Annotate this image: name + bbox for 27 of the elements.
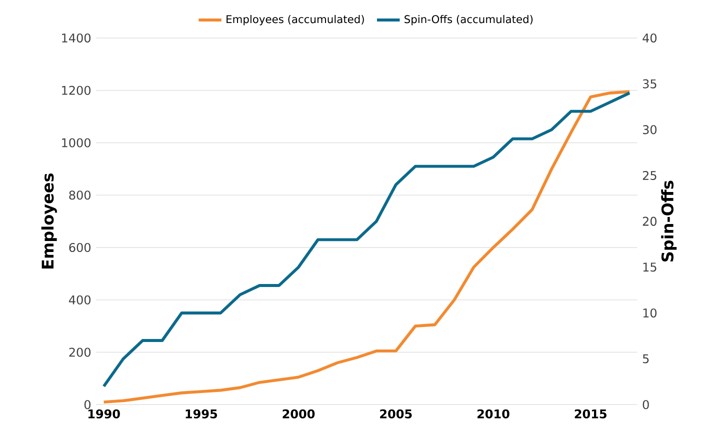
y-tick-label: 200 bbox=[69, 348, 90, 357]
x-tick-label: 2000 bbox=[282, 409, 315, 418]
y-tick-label: 400 bbox=[68, 295, 90, 304]
y2-tick-label: 30 bbox=[642, 125, 657, 134]
x-tick-label: 2015 bbox=[574, 409, 606, 418]
x-tick-label: 1990 bbox=[88, 409, 120, 418]
x-tick-label: 2010 bbox=[477, 409, 510, 418]
y-tick-label: 1200 bbox=[62, 86, 90, 95]
y-tick-label: 1400 bbox=[62, 33, 90, 43]
x-tick-label: 1995 bbox=[186, 409, 218, 418]
y-tick-label: 0 bbox=[84, 400, 90, 410]
y2-tick-label: 10 bbox=[643, 308, 657, 318]
legend-label: Spin-Offs (accumulated) bbox=[404, 14, 533, 26]
y-tick-label: 800 bbox=[69, 190, 90, 200]
x-tick-label: 2005 bbox=[380, 409, 412, 418]
y2-tick-label: 25 bbox=[642, 170, 656, 180]
y-tick-label: 1000 bbox=[62, 138, 90, 148]
legend-label: Employees (accumulated) bbox=[226, 14, 364, 26]
y2-tick-label: 15 bbox=[643, 262, 656, 272]
y2-tick-label: 20 bbox=[642, 216, 657, 226]
y-axis-title: Employees bbox=[41, 173, 57, 268]
y2-tick-label: 35 bbox=[642, 79, 656, 88]
y2-axis-title: Spin-Offs bbox=[661, 180, 677, 262]
y2-tick-label: 40 bbox=[642, 33, 657, 43]
y-tick-label: 600 bbox=[69, 242, 90, 252]
y2-tick-label: 0 bbox=[642, 400, 649, 410]
y2-tick-label: 5 bbox=[642, 354, 649, 364]
